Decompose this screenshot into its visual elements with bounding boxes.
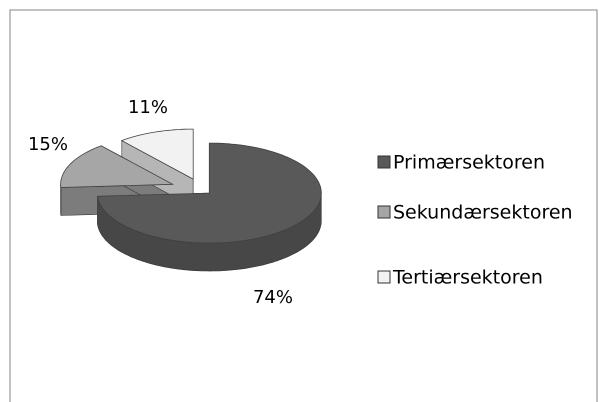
slice [97, 142, 322, 244]
legend-swatch [377, 155, 391, 169]
legend-swatch [377, 205, 391, 219]
legend-swatch [377, 270, 391, 284]
slice [60, 145, 175, 188]
legend-label: Tertiærsektoren [392, 267, 543, 289]
data-label: 74% [253, 287, 293, 308]
legend-label: Sekundærsektoren [393, 202, 573, 224]
chart-border [9, 9, 598, 402]
data-label: 15% [28, 134, 68, 155]
data-label: 11% [128, 97, 168, 118]
slice [120, 128, 194, 180]
legend-label: Primærsektoren [393, 152, 545, 174]
